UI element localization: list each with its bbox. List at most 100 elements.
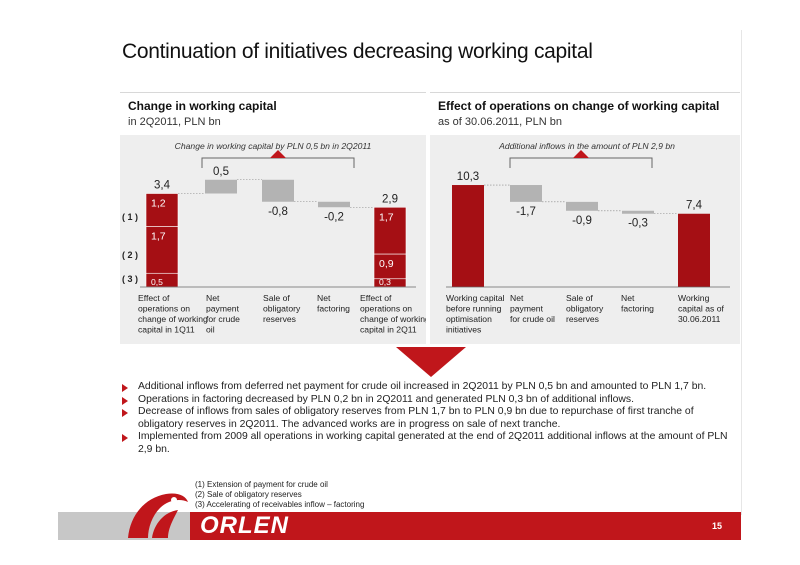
x-tick-label-line: reserves [263, 314, 296, 324]
series-marker: ( 1 ) [122, 212, 138, 222]
bracket-arrow-icon [270, 150, 286, 158]
right-waterfall-chart: Additional inflows in the amount of PLN … [446, 141, 730, 335]
x-tick-label-line: Net [510, 293, 524, 303]
bar-segment [373, 253, 407, 280]
x-tick-label-line: initiatives [446, 325, 481, 335]
bar-total-label: 3,4 [154, 180, 171, 192]
bar-delta-label: -0,2 [324, 211, 344, 223]
bar-delta-label: 0,5 [213, 166, 229, 178]
bracket-caption: Change in working capital by PLN 0,5 bn … [175, 141, 372, 151]
left-panel-header: Change in working capital in 2Q2011, PLN… [120, 92, 426, 135]
x-tick-label-line: operations on [360, 304, 412, 314]
x-tick-label-line: Net [317, 293, 331, 303]
left-waterfall-chart: Change in working capital by PLN 0,5 bn … [122, 141, 426, 335]
x-tick-label-line: Net [621, 293, 635, 303]
x-tick-label-line: optimisation [446, 314, 492, 324]
footnote: (1) Extension of payment for crude oil [195, 480, 328, 489]
series-marker: ( 3 ) [122, 274, 138, 284]
x-tick-label: Net factoring [621, 293, 654, 314]
footnotes: (1) Extension of payment for crude oil (… [195, 480, 364, 510]
x-tick-label: Sale of obligatory reserves [566, 293, 604, 324]
down-arrow-icon [396, 347, 466, 377]
x-tick-label: Effect of operations on change of working c… [138, 293, 208, 335]
bullet-text: Decrease of inflows from sales of obliga… [138, 406, 694, 430]
x-tick-label-line: change of working [138, 314, 208, 324]
x-tick-label-line: payment [510, 304, 544, 314]
x-tick-label-line: reserves [566, 314, 599, 324]
right-panel-header: Effect of operations on change of workin… [430, 92, 740, 135]
triangle-bullet-icon [122, 396, 128, 405]
x-tick-label: Net factoring [317, 293, 350, 314]
x-tick-label-line: capital in 1Q11 [138, 325, 195, 335]
x-tick-label: Working capital as of 30.06.2011 [678, 293, 724, 324]
bullet-text: Implemented from 2009 all operations in … [138, 431, 728, 455]
x-tick-label-line: Effect of [138, 293, 170, 303]
x-tick-label-line: obligatory [566, 304, 604, 314]
left-chart-panel: Change in working capital in 2Q2011, PLN… [120, 92, 426, 344]
left-panel-title: Change in working capital [128, 99, 277, 113]
x-tick-label-line: oil [206, 325, 215, 335]
x-tick-label-line: Working [678, 293, 710, 303]
bracket-line [509, 157, 653, 168]
bar-delta-label: -1,7 [516, 206, 536, 218]
bullet-text: Additional inflows from deferred net pay… [138, 381, 707, 392]
bar [452, 185, 484, 287]
segment-label: 0,9 [379, 258, 394, 270]
right-panel-subtitle: as of 30.06.2011, PLN bn [438, 116, 562, 128]
x-tick-label-line: change of working [360, 314, 426, 324]
footnote: (2) Sale of obligatory reserves [195, 490, 302, 499]
bullet-item: Decrease of inflows from sales of obliga… [122, 406, 734, 431]
page-title: Continuation of initiatives decreasing w… [122, 40, 593, 63]
footer-red-band [190, 512, 741, 540]
x-tick-label: Effect of operations on change of working c… [360, 293, 426, 335]
bar [510, 185, 542, 202]
x-tick-label-line: payment [206, 304, 240, 314]
page-number: 15 [712, 521, 723, 531]
bar-total-label: 10,3 [457, 171, 479, 183]
segment-label: 1,7 [151, 231, 166, 243]
x-tick-label-line: for crude oil [510, 314, 555, 324]
bracket-arrow-icon [573, 150, 589, 158]
x-tick-label-line: capital in 2Q11 [360, 325, 417, 335]
triangle-bullet-icon [122, 409, 128, 418]
bullet-text: Operations in factoring decreased by PLN… [138, 393, 634, 405]
x-tick-label-line: for crude [206, 314, 240, 324]
bracket-caption: Additional inflows in the amount of PLN … [498, 141, 675, 151]
orlen-logo-text: ORLEN [200, 512, 289, 539]
x-tick-label-line: operations on [138, 304, 190, 314]
bar [678, 213, 710, 287]
x-tick-label-line: 30.06.2011 [678, 314, 721, 324]
bullet-list: Additional inflows from deferred net pay… [122, 381, 734, 457]
right-divider [741, 30, 742, 515]
bar-segment [373, 206, 407, 255]
bar-total-label: 2,9 [382, 193, 398, 205]
x-tick-label-line: Net [206, 293, 220, 303]
bar-delta-label: -0,8 [268, 206, 288, 218]
x-tick-label: Working capital before running optimisatio… [446, 293, 505, 335]
x-tick-label-line: Sale of [566, 293, 593, 303]
x-tick-label-line: Working capital [446, 293, 505, 303]
x-tick-label-line: obligatory [263, 304, 301, 314]
right-chart-panel: Effect of operations on change of workin… [430, 92, 740, 344]
bar [318, 201, 350, 208]
segment-label: 0,3 [379, 277, 391, 287]
x-tick-label: Sale of obligatory reserves [263, 293, 301, 324]
x-tick-label-line: factoring [317, 304, 350, 314]
x-tick-label: Net payment for crude oil [206, 293, 240, 335]
segment-label: 0,5 [151, 277, 163, 287]
orlen-eagle-logo-icon [128, 493, 188, 538]
series-marker: ( 2 ) [122, 250, 138, 260]
bar-delta-label: -0,3 [628, 218, 648, 230]
x-tick-label-line: capital as of [678, 304, 724, 314]
left-panel-subtitle: in 2Q2011, PLN bn [128, 116, 221, 128]
x-tick-label-line: Sale of [263, 293, 290, 303]
bar-segment [145, 226, 179, 274]
x-tick-label: Net payment for crude oil [510, 293, 555, 324]
segment-label: 1,2 [151, 198, 166, 210]
triangle-bullet-icon [122, 434, 128, 443]
x-tick-label-line: before running [446, 304, 502, 314]
triangle-bullet-icon [122, 384, 128, 392]
bar-delta-label: -0,9 [572, 215, 592, 227]
bar [205, 179, 237, 194]
bullet-item: Operations in factoring decreased by PLN… [122, 394, 734, 407]
